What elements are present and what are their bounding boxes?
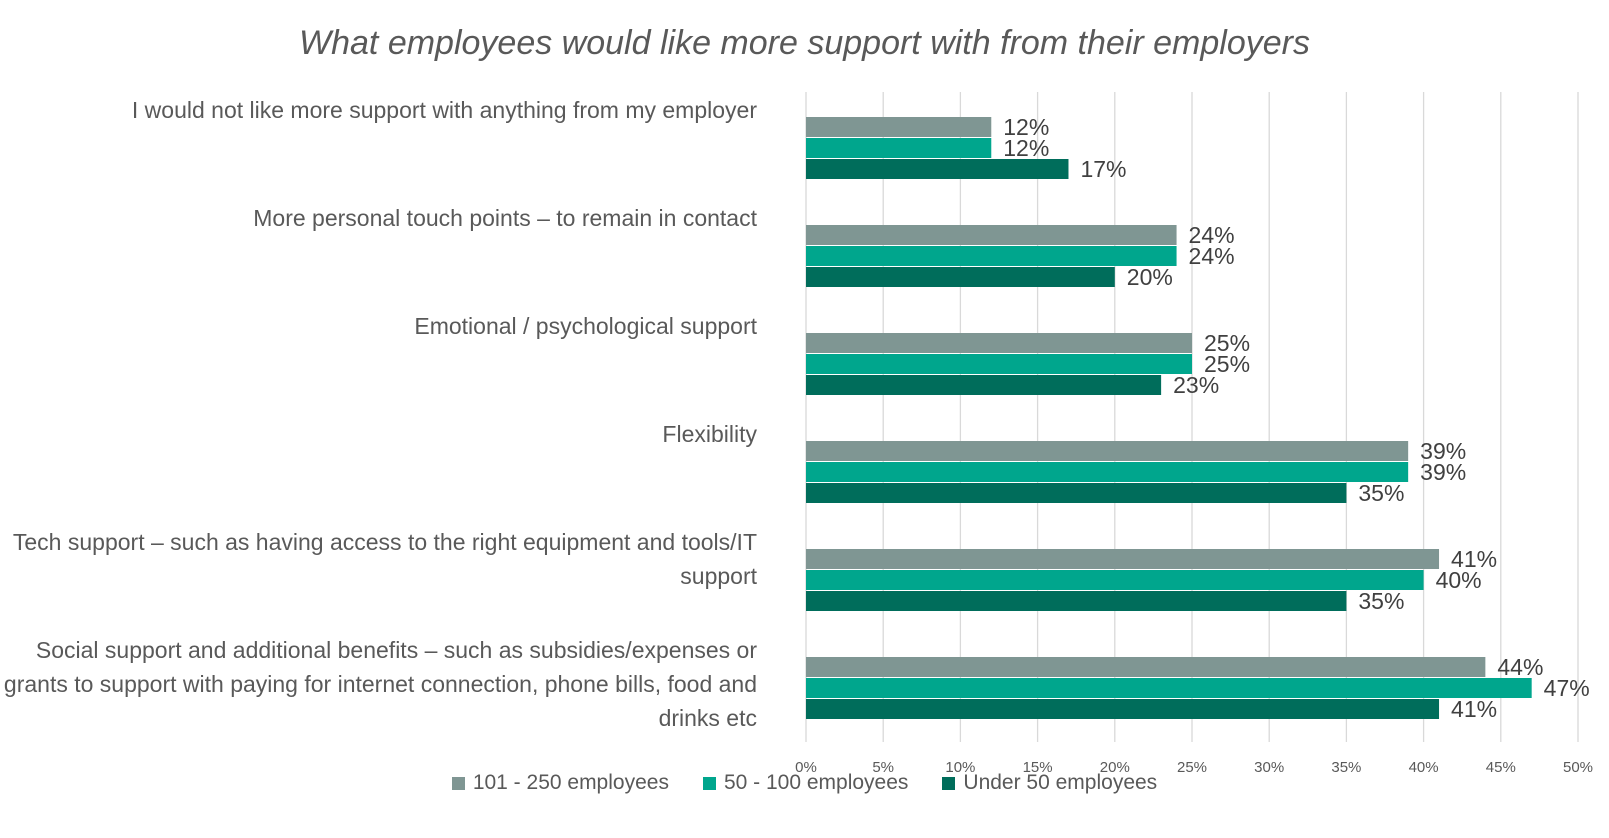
legend-swatch: [702, 776, 716, 790]
legend-item: Under 50 employees: [942, 771, 1157, 795]
legend-item: 101 - 250 employees: [451, 771, 669, 795]
bar: [806, 699, 1440, 719]
x-tick-label: 15%: [1023, 759, 1053, 776]
bar: [806, 354, 1192, 374]
bar: [806, 549, 1440, 569]
bar: [806, 267, 1115, 287]
legend-label: Under 50 employees: [963, 771, 1158, 794]
chart-title: What employees would like more support w…: [299, 24, 1310, 62]
bar: [806, 225, 1177, 245]
bar: [806, 441, 1409, 461]
bar-value-label: 41%: [1451, 696, 1497, 722]
bar-value-label: 12%: [1003, 114, 1049, 140]
bar-value-label: 25%: [1204, 330, 1250, 356]
bar-value-label: 25%: [1204, 351, 1250, 377]
bar-value-label: 24%: [1189, 222, 1235, 248]
category-label: Emotional / psychological support: [414, 313, 757, 339]
bar: [806, 333, 1192, 353]
x-tick-label: 25%: [1177, 759, 1207, 776]
x-tick-label: 30%: [1254, 759, 1284, 776]
bar-value-label: 39%: [1420, 459, 1466, 485]
x-tick-label: 35%: [1331, 759, 1361, 776]
legend-label: 50 - 100 employees: [723, 771, 909, 794]
bar: [806, 678, 1532, 698]
x-tick-label: 50%: [1563, 759, 1593, 776]
bar: [806, 375, 1162, 395]
x-tick-label: 5%: [872, 759, 894, 776]
category-label: More personal touch points – to remain i…: [253, 205, 757, 231]
bar-value-label: 12%: [1003, 135, 1049, 161]
bar: [806, 138, 992, 158]
legend-swatch: [942, 776, 956, 790]
x-tick-label: 40%: [1409, 759, 1439, 776]
x-tick-label: 10%: [945, 759, 975, 776]
bar-value-label: 17%: [1080, 156, 1126, 182]
x-tick-label: 20%: [1100, 759, 1130, 776]
bar: [806, 570, 1424, 590]
x-tick-label: 0%: [795, 759, 817, 776]
category-label: Flexibility: [662, 421, 757, 447]
bar-value-label: 40%: [1436, 567, 1482, 593]
bar-value-label: 44%: [1497, 654, 1543, 680]
x-tick-label: 45%: [1486, 759, 1516, 776]
bar-value-label: 24%: [1189, 243, 1235, 269]
bar: [806, 483, 1347, 503]
bar-value-label: 41%: [1451, 546, 1497, 572]
chart-legend: 101 - 250 employees 50 - 100 employees Und…: [0, 771, 1609, 795]
bar: [806, 591, 1347, 611]
category-label: Social support and additional benefits –…: [3, 637, 757, 731]
bar: [806, 117, 992, 137]
bar: [806, 159, 1069, 179]
legend-swatch: [451, 776, 465, 790]
legend-label: 101 - 250 employees: [472, 771, 669, 794]
bar-value-label: 35%: [1358, 480, 1404, 506]
bar-value-label: 35%: [1358, 588, 1404, 614]
category-label: Tech support – such as having access to …: [12, 529, 757, 589]
bar-value-label: 20%: [1127, 264, 1173, 290]
bar: [806, 462, 1409, 482]
bar: [806, 657, 1486, 677]
legend-item: 50 - 100 employees: [702, 771, 909, 795]
bar-value-label: 47%: [1544, 675, 1590, 701]
bar-value-label: 23%: [1173, 372, 1219, 398]
bar-value-label: 39%: [1420, 438, 1466, 464]
category-label: I would not like more support with anyth…: [131, 97, 757, 123]
bar: [806, 246, 1177, 266]
